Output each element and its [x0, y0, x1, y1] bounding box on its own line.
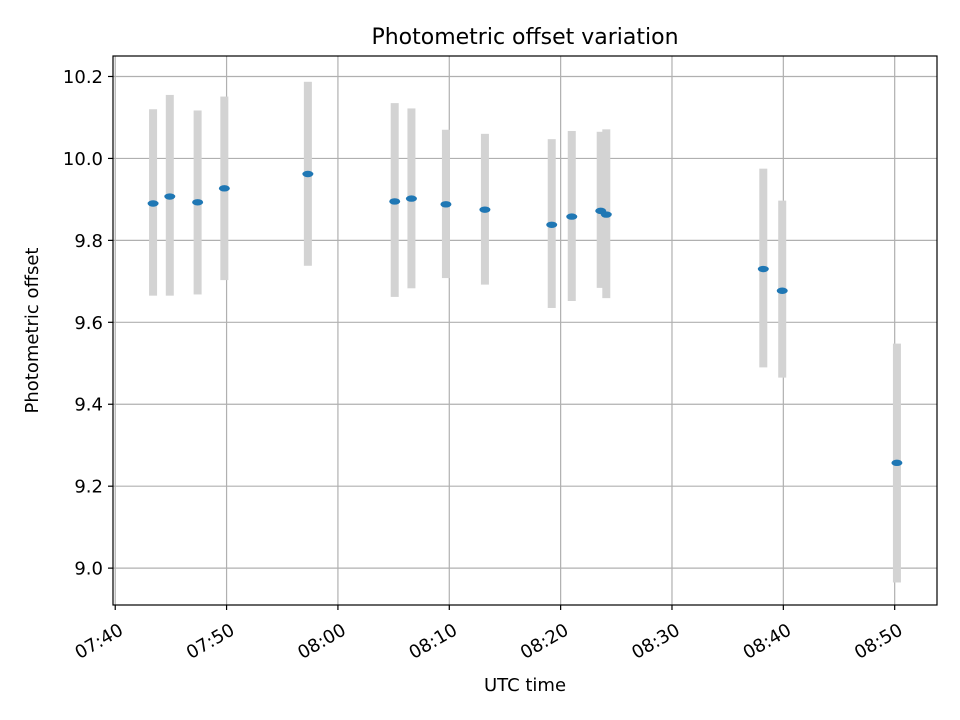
y-tick-label: 9.8 [74, 231, 103, 252]
data-point [891, 459, 903, 467]
data-point [440, 201, 452, 208]
data-point [776, 287, 788, 294]
data-point [566, 213, 578, 220]
data-point [302, 170, 314, 178]
y-axis-ticks: 9.0 9.2 9.4 9.6 9.8 10.0 10.2 [63, 67, 113, 580]
data-points [147, 170, 903, 467]
grid-lines [113, 56, 937, 605]
y-tick-label: 9.4 [74, 395, 103, 416]
data-point [757, 265, 769, 273]
data-point [479, 206, 491, 213]
y-tick-label: 9.6 [74, 313, 103, 334]
plot-area-frame [112, 55, 938, 606]
data-point [600, 211, 612, 218]
y-axis-label: Photometric offset [22, 248, 43, 414]
y-tick-label: 9.0 [74, 559, 103, 580]
data-point [192, 199, 204, 206]
data-point [405, 195, 417, 202]
data-point [164, 193, 176, 200]
y-tick-label: 10.0 [63, 149, 103, 170]
data-point [218, 185, 230, 192]
data-point [389, 198, 401, 205]
y-tick-label: 9.2 [74, 477, 103, 498]
data-point [546, 221, 558, 228]
y-tick-label: 10.2 [63, 67, 103, 88]
chart-title: Photometric offset variation [371, 25, 678, 50]
x-axis-label: UTC time [484, 675, 566, 696]
data-point [147, 200, 159, 207]
